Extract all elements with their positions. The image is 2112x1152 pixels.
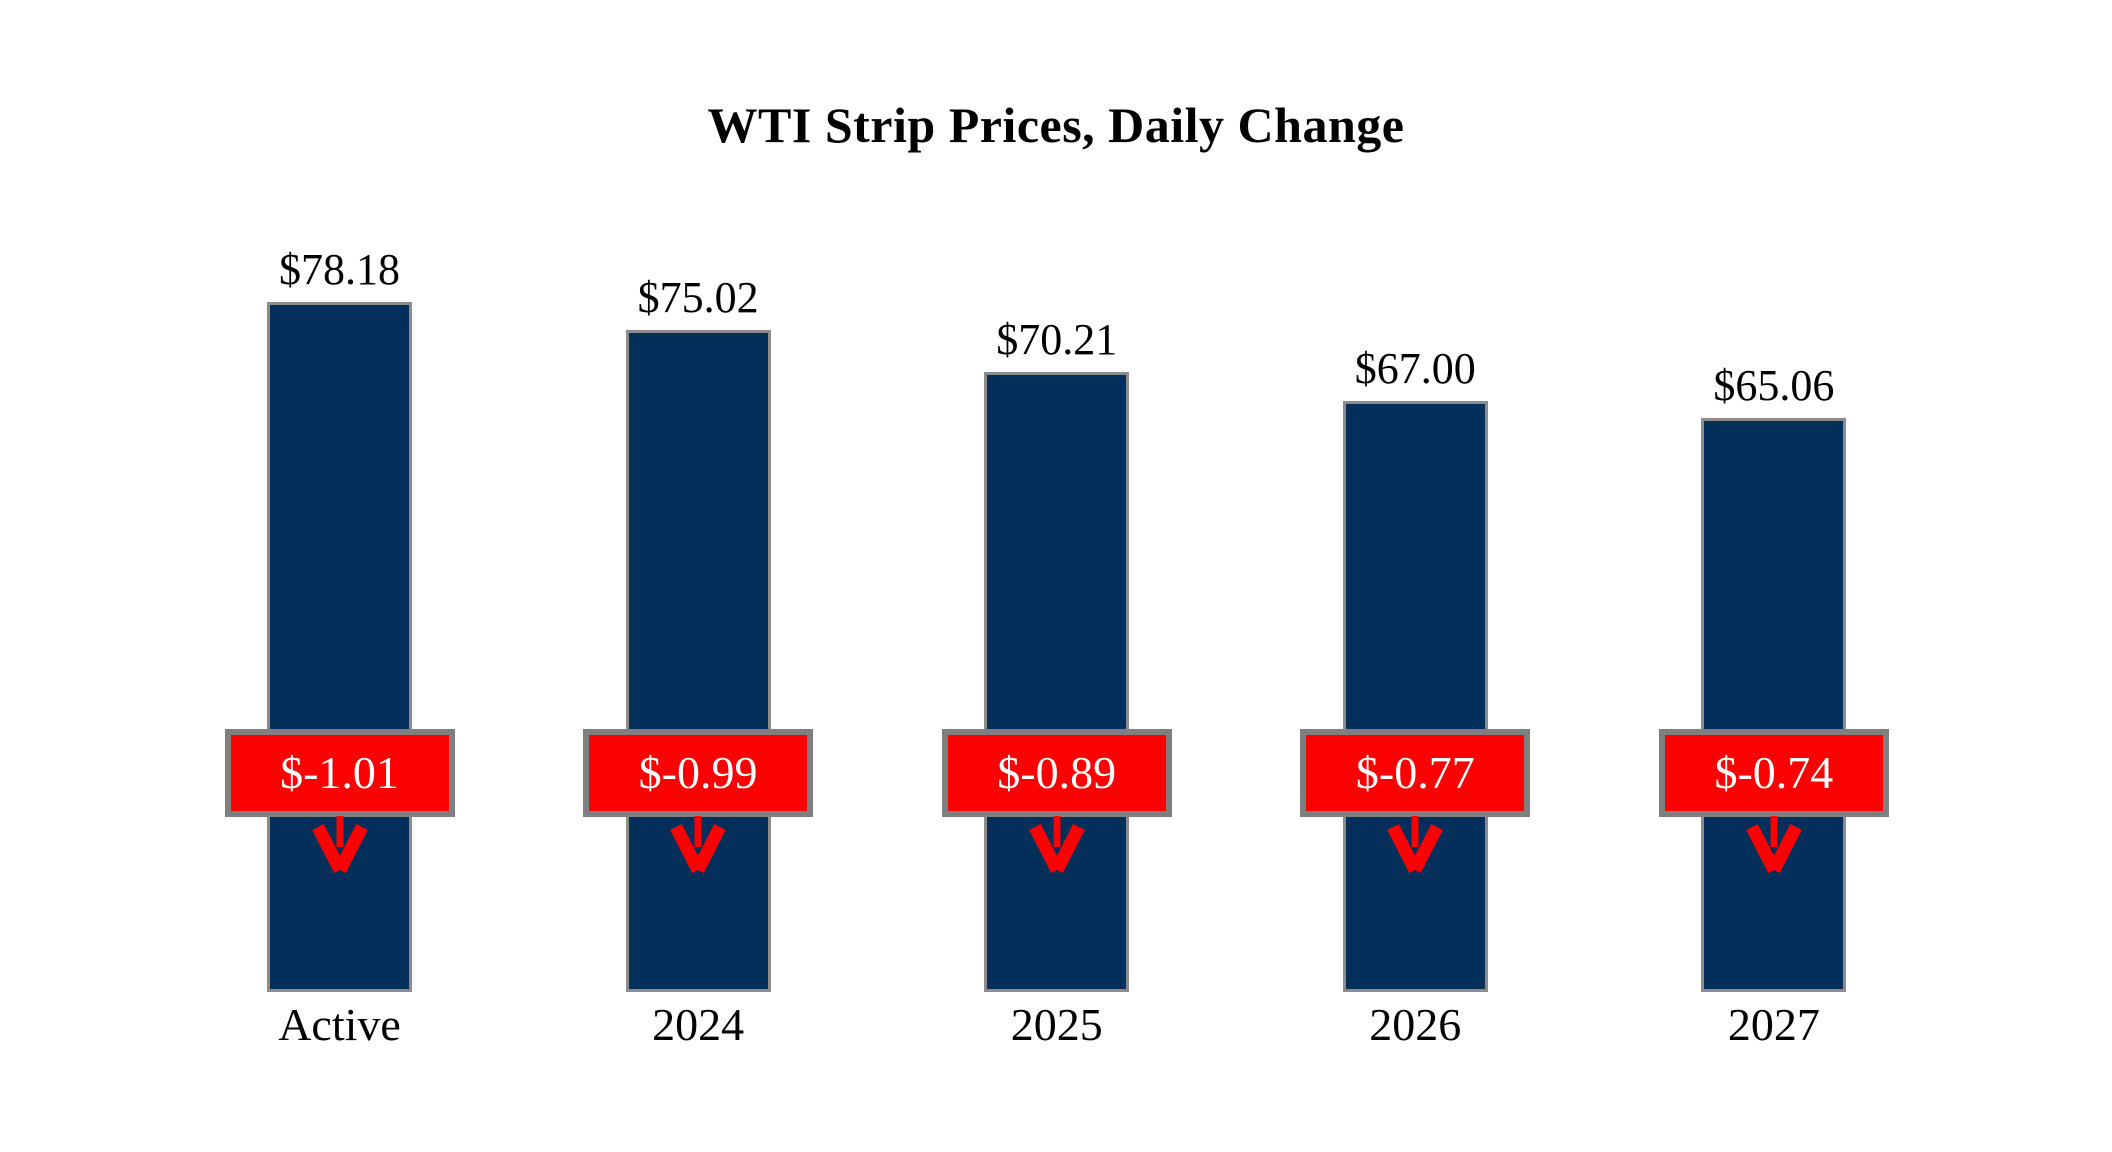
daily-change-badge: $-0.99 bbox=[583, 729, 814, 817]
bar bbox=[267, 302, 412, 992]
bar-value-label: $67.00 bbox=[1354, 344, 1476, 393]
bar-value-label: $78.18 bbox=[279, 245, 400, 294]
bar-value-label: $65.06 bbox=[1713, 361, 1835, 410]
daily-change-value: $-1.01 bbox=[280, 747, 399, 798]
daily-change-value: $-0.89 bbox=[997, 747, 1117, 798]
down-arrow-icon bbox=[1028, 816, 1085, 873]
category-label: Active bbox=[278, 999, 401, 1050]
down-arrow-icon bbox=[1746, 816, 1802, 873]
category-label: 2026 bbox=[1369, 999, 1462, 1050]
bar bbox=[1701, 418, 1847, 992]
chart-title: WTI Strip Prices, Daily Change bbox=[707, 97, 1405, 153]
bar-value-label: $70.21 bbox=[996, 315, 1118, 364]
down-arrow-icon bbox=[670, 816, 726, 873]
daily-change-badge: $-1.01 bbox=[224, 729, 455, 817]
daily-change-value: $-0.74 bbox=[1714, 747, 1834, 798]
category-label: 2024 bbox=[652, 999, 745, 1050]
down-arrow-icon bbox=[1387, 816, 1444, 873]
bar bbox=[984, 372, 1130, 992]
category-label: 2027 bbox=[1727, 999, 1820, 1050]
daily-change-badge: $-0.77 bbox=[1300, 729, 1531, 817]
bar bbox=[1342, 401, 1488, 992]
daily-change-value: $-0.77 bbox=[1355, 747, 1475, 798]
category-label: 2025 bbox=[1010, 999, 1103, 1050]
daily-change-badge: $-0.74 bbox=[1658, 729, 1889, 817]
daily-change-badge: $-0.89 bbox=[941, 729, 1172, 817]
bar-value-label: $75.02 bbox=[637, 273, 759, 322]
bar bbox=[625, 330, 771, 992]
down-arrow-icon bbox=[311, 816, 368, 873]
daily-change-value: $-0.99 bbox=[638, 747, 758, 798]
